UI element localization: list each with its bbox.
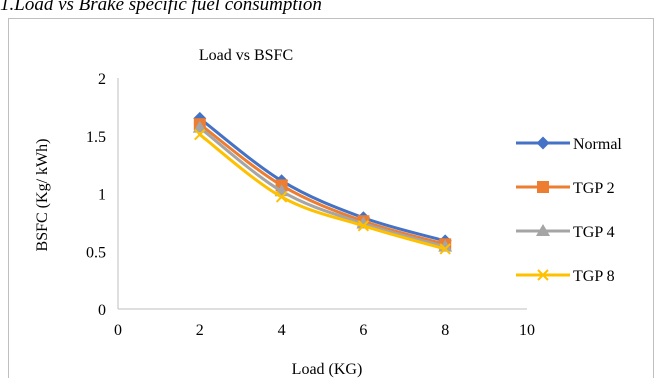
y-axis-label: BSFC (Kg/ kWh) [34, 139, 51, 252]
data-point [357, 220, 370, 232]
legend-item: TGP 8 [516, 268, 615, 285]
x-tick-label: 10 [519, 322, 535, 339]
legend-marker [537, 181, 549, 193]
y-tick-label: 0.5 [86, 244, 106, 261]
y-tick-label: 0 [98, 302, 106, 319]
series-line [198, 122, 447, 246]
legend-marker [536, 224, 550, 236]
y-tick-label: 2 [98, 71, 106, 88]
legend-label: Normal [573, 136, 622, 153]
legend-label: TGP 8 [573, 268, 615, 285]
series-line [198, 126, 447, 249]
legend: Normal TGP 2 TGP 4 TGP 8 [516, 136, 622, 285]
plot-area: 0 0.5 1 1.5 2 0 2 4 6 8 10 [86, 71, 535, 339]
series-line [198, 116, 447, 243]
series-normal [193, 111, 452, 248]
series-tgp-2 [193, 118, 452, 251]
legend-label: TGP 2 [573, 180, 615, 197]
chart-frame [8, 18, 654, 378]
series-tgp-8 [194, 128, 451, 255]
x-tick-label: 4 [278, 322, 286, 339]
chart-title: Load vs BSFC [199, 47, 293, 64]
data-point [275, 191, 288, 203]
series-line [198, 133, 447, 251]
legend-item: TGP 2 [516, 180, 615, 197]
legend-marker [537, 269, 549, 281]
x-tick-label: 2 [196, 322, 204, 339]
data-point [192, 120, 207, 133]
legend-item: Normal [516, 136, 622, 153]
y-tick-label: 1.5 [86, 129, 106, 146]
data-point [194, 128, 206, 141]
y-tick-label: 1 [98, 187, 106, 204]
x-tick-label: 8 [441, 322, 449, 339]
x-axis-label: Load (KG) [292, 361, 363, 378]
data-point [439, 243, 451, 255]
legend-label: TGP 4 [573, 224, 615, 241]
legend-item: TGP 4 [516, 224, 615, 241]
legend-marker [536, 136, 550, 150]
figure-caption: 1.Load vs Brake specific fuel consumptio… [0, 0, 322, 15]
x-tick-label: 0 [114, 322, 122, 339]
x-tick-label: 6 [359, 322, 367, 339]
